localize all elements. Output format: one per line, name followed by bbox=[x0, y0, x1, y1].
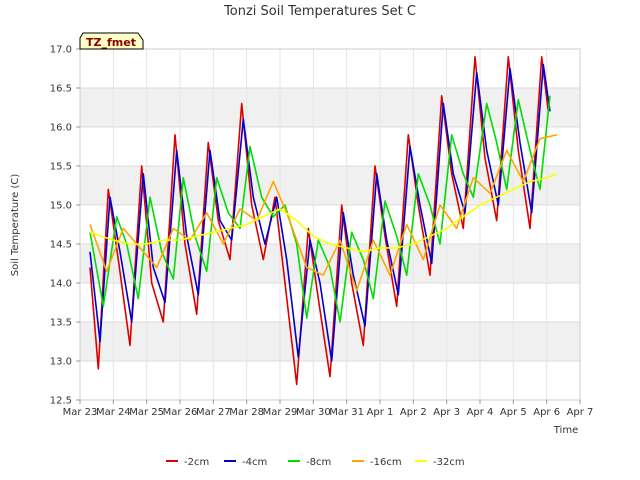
legend-label: -8cm bbox=[306, 457, 331, 468]
plot-background bbox=[80, 49, 580, 400]
series-line-4 bbox=[89, 173, 557, 253]
legend-label: -32cm bbox=[433, 457, 465, 468]
plot-band bbox=[80, 244, 580, 283]
x-axis-title: Time bbox=[553, 425, 578, 436]
y-tick-label: 14.5 bbox=[50, 240, 72, 251]
plot-band bbox=[80, 88, 580, 127]
legend: -2cm -4cm -8cm -16cm -32cm bbox=[166, 457, 465, 468]
x-tick-label: Apr 4 bbox=[467, 407, 494, 418]
y-axis-title: Soil Temperature (C) bbox=[10, 174, 21, 277]
legend-label: -16cm bbox=[370, 457, 402, 468]
y-tick-labels: 12.5 13.0 13.5 14.0 14.5 15.0 15.5 16.0 16.5 17.0 bbox=[50, 45, 72, 407]
x-tick-label: Mar 31 bbox=[329, 407, 364, 418]
x-tick-label: Apr 3 bbox=[433, 407, 460, 418]
x-tick-label: Mar 27 bbox=[196, 407, 231, 418]
y-tick-label: 15.0 bbox=[50, 201, 72, 212]
axes bbox=[76, 48, 581, 404]
x-tick-label: Mar 23 bbox=[63, 407, 98, 418]
plot-band bbox=[80, 322, 580, 361]
series-line-2 bbox=[89, 95, 551, 323]
series-line-0 bbox=[89, 55, 550, 386]
x-tick-label: Apr 2 bbox=[400, 407, 427, 418]
series-line-3 bbox=[89, 134, 557, 292]
chart-title: Tonzi Soil Temperatures Set C bbox=[223, 4, 416, 19]
y-tick-label: 13.0 bbox=[50, 357, 72, 368]
plot-frame bbox=[79, 48, 581, 401]
y-tick-label: 14.0 bbox=[50, 279, 72, 290]
series-line-1 bbox=[89, 63, 551, 362]
x-tick-label: Mar 25 bbox=[129, 407, 164, 418]
y-tick-label: 12.5 bbox=[50, 396, 72, 407]
y-tick-label: 15.5 bbox=[50, 162, 72, 173]
legend-label: -4cm bbox=[242, 457, 267, 468]
series-lines bbox=[89, 55, 557, 386]
y-tick-label: 13.5 bbox=[50, 318, 72, 329]
x-tick-label: Apr 7 bbox=[567, 407, 594, 418]
x-tick-label: Apr 5 bbox=[500, 407, 527, 418]
plot-band bbox=[80, 166, 580, 205]
x-tick-label: Mar 28 bbox=[229, 407, 264, 418]
legend-label: -2cm bbox=[184, 457, 209, 468]
x-tick-label: Mar 29 bbox=[263, 407, 298, 418]
x-tick-label: Apr 1 bbox=[367, 407, 394, 418]
tz-badge: TZ_fmet bbox=[79, 32, 144, 50]
y-tick-label: 16.5 bbox=[50, 84, 72, 95]
y-tick-label: 16.0 bbox=[50, 123, 72, 134]
x-tick-label: Mar 24 bbox=[96, 407, 131, 418]
x-tick-label: Mar 26 bbox=[163, 407, 198, 418]
x-tick-label: Mar 30 bbox=[296, 407, 331, 418]
tz-badge-label: TZ_fmet bbox=[86, 36, 136, 49]
x-tick-label: Apr 6 bbox=[533, 407, 560, 418]
y-tick-label: 17.0 bbox=[50, 45, 72, 56]
